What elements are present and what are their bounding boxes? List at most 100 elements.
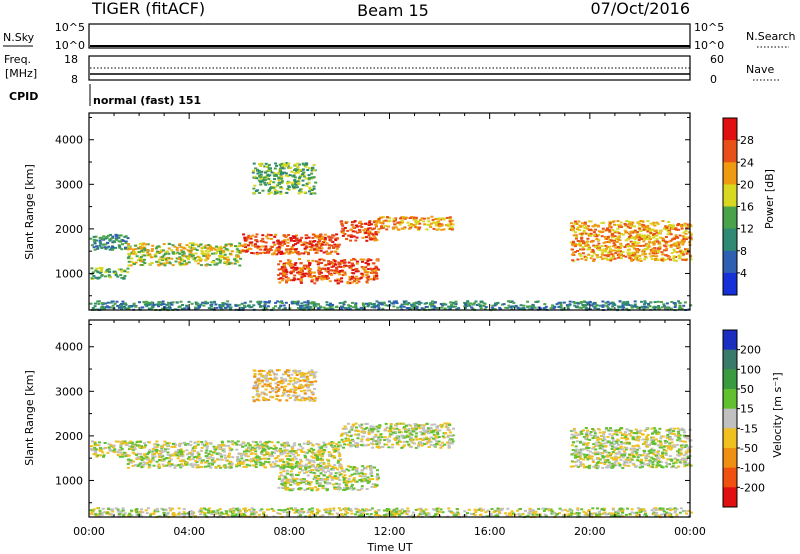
power-echo-cell (573, 220, 577, 223)
power-echo-cell (604, 241, 608, 244)
velocity-echo-cell (311, 456, 315, 459)
power-echo-cell (299, 269, 303, 272)
velocity-echo-cell (301, 469, 305, 472)
power-x-ticks (88, 113, 691, 310)
power-echo-cell (117, 244, 121, 247)
power-echo-cell (300, 252, 304, 255)
power-echo-cell (282, 304, 286, 307)
velocity-echo-cell (316, 464, 320, 467)
power-echo-cell (127, 306, 131, 309)
power-echo-cell (117, 268, 121, 271)
power-echo-cell (587, 245, 591, 248)
power-echo-cell (277, 248, 281, 251)
power-echo-cell (592, 258, 596, 261)
velocity-echo-cell (262, 399, 266, 401)
power-echo-cell (244, 246, 247, 248)
velocity-echo-cell (283, 482, 287, 485)
power-echo-cell (391, 302, 395, 305)
power-echo-cell (582, 242, 585, 245)
power-echo-cell (300, 236, 304, 239)
velocity-echo-cell (335, 443, 339, 446)
power-echo-cell (656, 306, 660, 309)
power-echo-cell (681, 251, 685, 254)
velocity-echo-cell (425, 442, 429, 445)
power-echo-cell (585, 241, 589, 244)
power-echo-cell (127, 252, 131, 255)
power-echo-cell (682, 240, 686, 243)
velocity-echo-cell (320, 459, 324, 462)
power-echo-cell (185, 304, 189, 307)
velocity-echo-cell (91, 440, 94, 443)
velocity-echo-cell (316, 488, 320, 490)
power-echo-cell (189, 249, 193, 252)
velocity-echo-cell (166, 448, 170, 451)
power-echo-cell (652, 236, 656, 239)
power-echo-cell (201, 246, 205, 249)
power-echo-cell (255, 240, 259, 243)
power-echo-cell (311, 308, 315, 311)
velocity-echo-cell (427, 432, 431, 435)
power-echo-cell (119, 268, 123, 271)
power-echo-cell (223, 306, 227, 309)
velocity-echo-cell (381, 446, 385, 448)
power-echo-cell (135, 255, 139, 258)
power-echo-cell (206, 257, 210, 260)
velocity-echo-cell (92, 453, 96, 455)
velocity-echo-cell (157, 463, 161, 466)
power-echo-cell (349, 239, 353, 242)
power-echo-cell (341, 231, 345, 234)
power-echo-cell (350, 223, 354, 226)
power-echo-cell (662, 227, 666, 230)
velocity-echo-cell (205, 449, 209, 452)
power-echo-cell (285, 251, 289, 254)
power-colorbar-tick-label: 20 (740, 178, 754, 191)
velocity-echo-cell (375, 443, 379, 446)
power-echo-cell (414, 216, 418, 219)
power-echo-cell (91, 307, 95, 309)
velocity-echo-cell (235, 443, 239, 446)
velocity-echo-cell (417, 424, 421, 427)
velocity-echo-cell (377, 427, 381, 430)
power-echo-cell (141, 244, 145, 246)
power-echo-cell (315, 245, 319, 248)
power-echo-cell (425, 228, 429, 231)
power-echo-cell (455, 308, 459, 311)
power-echo-cell (269, 249, 273, 252)
velocity-echo-cell (275, 377, 279, 380)
power-echo-cell (512, 301, 516, 304)
power-echo-cell (624, 230, 628, 233)
velocity-echo-cell (281, 481, 285, 484)
velocity-echo-cell (408, 432, 412, 435)
power-echo-cell (171, 301, 175, 304)
velocity-echo-cell (151, 457, 155, 460)
power-echo-cell (405, 307, 409, 309)
power-echo-cell (340, 261, 344, 264)
nave-tick-bottom: 0 (710, 73, 717, 86)
power-echo-cell (452, 301, 455, 304)
velocity-echo-cell (253, 373, 257, 375)
power-echo-cell (98, 271, 102, 274)
power-echo-cell (602, 241, 606, 244)
velocity-echo-cell (401, 445, 405, 448)
power-echo-cell (594, 305, 598, 308)
power-echo-cell (341, 227, 345, 230)
power-echo-cell (283, 239, 287, 242)
velocity-echo-cell (254, 441, 258, 444)
velocity-echo-cell (284, 486, 288, 489)
velocity-echo-cell (448, 438, 452, 441)
velocity-echo-cell (304, 466, 308, 469)
velocity-echo-cell (265, 445, 269, 448)
power-echo-cell (289, 272, 293, 275)
power-echo-cell (612, 242, 616, 245)
velocity-echo-cell (291, 388, 295, 391)
power-echo-cell (174, 252, 178, 255)
power-echo-cell (173, 245, 177, 248)
velocity-echo-cell (352, 443, 356, 446)
velocity-echo-cell (351, 488, 355, 491)
power-echo-cell (374, 237, 378, 240)
power-echo-cell (592, 244, 596, 247)
velocity-echo-cell (145, 456, 149, 459)
power-colorbar-segment (723, 228, 737, 252)
power-echo-cell (402, 227, 406, 230)
power-echo-cell (650, 229, 654, 232)
